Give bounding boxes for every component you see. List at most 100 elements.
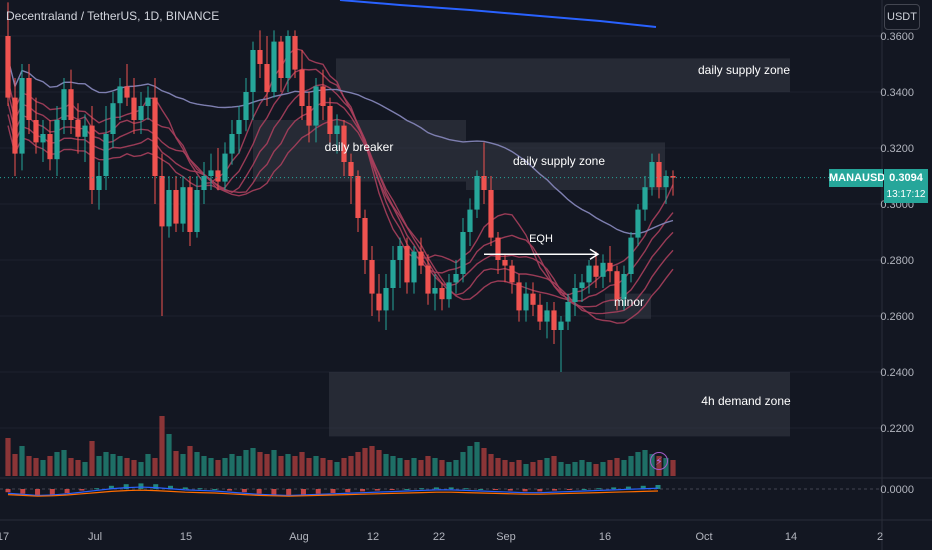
candle-body [285,36,291,78]
candle-body [54,120,60,160]
price-tick-label: 0.3400 [880,87,914,99]
candle-body [243,92,249,120]
candle-body [390,260,396,288]
candle-body [565,302,571,322]
candle-body [376,293,382,311]
candle-body [96,176,102,190]
oscillator-bar [300,489,306,495]
bar-countdown: 13:17:12 [884,187,928,203]
volume-bar [33,458,39,476]
oscillator-bar [493,489,498,490]
volume-bar [278,456,284,476]
volume-bar [215,460,221,476]
volume-bar [243,450,249,476]
time-tick-label: 15 [180,531,192,543]
volume-bar [320,458,326,476]
volume-bar [439,460,445,476]
volume-bar [131,460,137,476]
candle-body [236,120,242,134]
volume-bar [495,458,501,476]
volume-bar [537,460,543,476]
oscillator-bar [345,489,351,493]
volume-bar [40,460,46,476]
candle-body [33,120,39,143]
time-tick-label: Oct [695,531,712,543]
candle-body [579,282,585,288]
candle-body [649,162,655,188]
oscillator-tick-label: 0.0000 [880,484,914,496]
oscillator-bar [507,489,513,491]
bolt-icon[interactable]: ⚡ [650,452,668,470]
time-tick-label: Sep [496,531,516,543]
oscillator-bar [197,488,203,490]
oscillator-bar [566,489,572,490]
time-tick-label: 22 [433,531,445,543]
candle-body [383,288,389,311]
candle-body [5,36,11,98]
currency-button[interactable]: USDT [884,4,920,30]
candle-body [208,170,214,176]
candle-body [397,246,403,260]
time-tick-label: 12 [367,531,379,543]
symbol-title[interactable]: Decentraland / TetherUS, 1D, BINANCE [6,9,220,23]
candle-body [201,176,207,190]
zone-box [336,58,790,92]
oscillator-bar [256,489,262,494]
candle-body [26,78,32,120]
candle-body [474,176,480,210]
volume-bar [348,456,354,476]
oscillator-bar [640,485,646,489]
volume-bar [117,456,123,476]
volume-bar [208,458,214,476]
long-ma-line [339,0,657,28]
volume-bar [68,458,74,476]
volume-bar [152,458,158,476]
time-tick-label: 2 [877,531,883,543]
candle-body [40,134,46,143]
volume-bar [124,458,130,476]
candle-body [446,282,452,300]
candle-body [299,69,305,106]
candle-body [166,190,172,227]
candle-body [68,89,74,120]
candle-body [411,251,417,283]
oscillator-bar [611,487,617,489]
time-tick-label: 16 [599,531,611,543]
volume-bar [586,462,592,476]
volume-bar [257,452,263,476]
oscillator-bar [94,488,100,490]
ribbon-line [7,101,674,315]
zone-label: daily supply zone [513,154,605,168]
oscillator-bar [5,489,11,493]
volume-bar [306,458,312,476]
candle-body [334,125,340,134]
zone-box [466,142,665,190]
oscillator-bar [463,488,469,490]
candle-body [173,190,179,224]
oscillator-bar [35,489,41,496]
ticker-label: MANAUSDT [829,169,892,187]
candle-body [292,36,298,70]
volume-bar [145,454,151,476]
price-tick-label: 0.2600 [880,311,914,323]
candle-body [614,271,620,300]
candle-body [110,103,116,134]
candle-body [117,86,123,104]
volume-bar [404,460,410,476]
volume-bar [502,460,508,476]
oscillator-bar [168,485,173,489]
ribbon-line [7,68,674,302]
candle-body [222,153,228,182]
oscillator-bar [433,487,439,489]
oscillator-bar [227,489,233,491]
volume-bar [579,460,585,476]
candle-body [355,176,361,218]
volume-bar [446,462,452,476]
volume-bar [551,456,557,476]
volume-bar [5,438,11,476]
price-tick-label: 0.3200 [880,143,914,155]
candle-body [103,134,109,176]
oscillator-bar [596,488,602,490]
price-tick-label: 0.2200 [880,423,914,435]
